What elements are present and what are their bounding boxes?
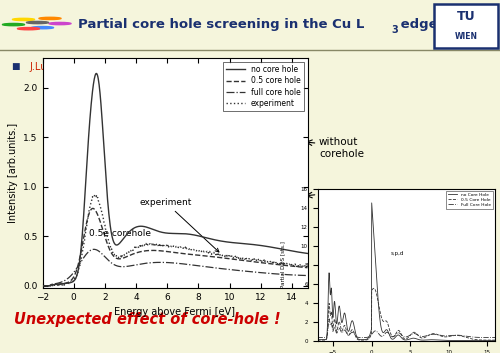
FancyBboxPatch shape	[434, 4, 498, 48]
Text: J.Luitz et al., Eur. Phys. J. B: J.Luitz et al., Eur. Phys. J. B	[29, 62, 162, 72]
Text: 0.5e corehole: 0.5e corehole	[90, 229, 152, 238]
Y-axis label: Partial DOS [sts.]: Partial DOS [sts.]	[280, 241, 285, 288]
Legend: no Core Hole, 0.5 Core Hole, Full Core Hole: no Core Hole, 0.5 Core Hole, Full Core H…	[446, 191, 493, 209]
Circle shape	[18, 28, 40, 30]
Text: experiment: experiment	[139, 198, 219, 252]
Text: 21: 21	[208, 62, 221, 72]
Text: WIEN: WIEN	[454, 32, 477, 41]
Text: 3: 3	[391, 25, 398, 35]
Text: TU: TU	[456, 10, 475, 23]
Text: ■: ■	[12, 62, 24, 71]
X-axis label: Energy above Fermi [eV]: Energy above Fermi [eV]	[114, 307, 236, 317]
Circle shape	[12, 18, 34, 20]
Text: without
corehole: without corehole	[319, 137, 364, 159]
Text: Partial core hole screening in the Cu L: Partial core hole screening in the Cu L	[78, 18, 364, 31]
Text: , 363{367 (2001): , 363{367 (2001)	[222, 62, 307, 72]
Legend: no core hole, 0.5 core hole, full core hole, experiment: no core hole, 0.5 core hole, full core h…	[222, 62, 304, 111]
Text: with
corehole: with corehole	[319, 189, 364, 210]
Circle shape	[39, 17, 61, 19]
Text: Unexpected effect of core-hole !: Unexpected effect of core-hole !	[14, 312, 280, 327]
Circle shape	[2, 23, 25, 26]
Circle shape	[26, 22, 48, 24]
Circle shape	[32, 26, 54, 29]
Circle shape	[49, 23, 71, 25]
Y-axis label: Intensity [arb.units.]: Intensity [arb.units.]	[8, 123, 18, 223]
Text: edge: edge	[396, 18, 438, 31]
Text: s,p,d: s,p,d	[391, 251, 404, 256]
